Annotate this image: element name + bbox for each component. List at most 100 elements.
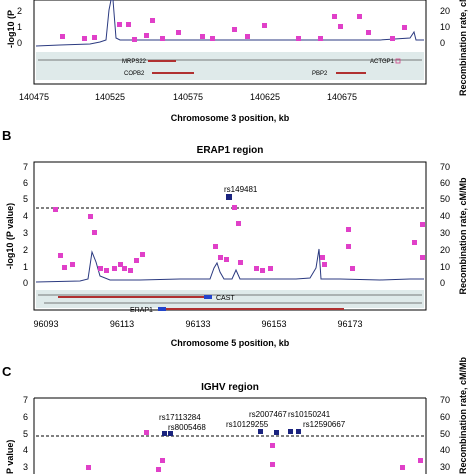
panel-c-right-tick: 40 [440,445,450,455]
snp-marker [58,253,63,258]
panel-b-letter: B [2,128,11,143]
panel-b-ylabel: -log10 (P value) [5,203,15,269]
snp-marker [88,214,93,219]
snp-marker [132,37,137,42]
panel-c-right-tick: 70 [440,395,450,405]
snp-marker [254,266,259,271]
panel-b-left-tick: 5 [23,194,28,204]
panel-c-right-tick: 50 [440,429,450,439]
snp-marker [92,230,97,235]
snp-marker [144,430,149,435]
snp-marker [346,227,351,232]
panel-c-right-tick: 30 [440,462,450,472]
panel-b-right-tick: 10 [440,262,450,272]
panel-c-right-tick: 60 [440,412,450,422]
snp-marker [232,205,237,210]
snp-marker [160,458,165,463]
panel-c: C IGHV region 7 6 5 4 3 P value) 70 60 5… [2,356,468,474]
panel-b-left-tick: 2 [23,245,28,255]
snp-marker [350,266,355,271]
panel-b-recomb-line [35,248,424,283]
panel-b: B ERAP1 region 7 6 5 4 3 2 1 0 -log10 (P… [2,128,468,348]
panel-b-right-tick: 60 [440,178,450,188]
panel-b-right-tick: 70 [440,162,450,172]
snp-marker [420,222,425,227]
snp-marker [245,34,250,39]
panel-c-left-tick: 7 [23,395,28,405]
lead-snp-marker [296,429,301,434]
snp-marker [176,30,181,35]
panel-b-right-tick: 20 [440,245,450,255]
panel-c-snp-label: rs10150241 [288,410,331,419]
gene-label: MRPS22 [122,59,147,65]
panel-a-gene-track [36,52,424,80]
panel-a-right-tick: 10 [440,22,450,32]
snp-marker [418,458,423,463]
lead-snp-marker [288,429,293,434]
panel-a-left-tick: 1 [17,22,22,32]
panel-c-snp-label: rs10129255 [226,420,269,429]
snp-marker [156,467,161,472]
panel-a-left-tick: 2 [17,6,22,16]
panel-b-x-tick: 96133 [185,319,210,329]
snp-marker [53,207,58,212]
panel-b-left-tick: 1 [23,262,28,272]
panel-b-y2label: Recombination rate, cM/Mb [458,177,468,295]
snp-marker [117,22,122,27]
panel-b-right-tick: 50 [440,194,450,204]
panel-b-x-tick: 96153 [261,319,286,329]
panel-a-left-tick: 0 [17,38,22,48]
panel-c-ylabel: P value) [5,440,15,474]
snp-marker [262,23,267,28]
lead-snp-marker [162,431,167,436]
gene-label: COPB2 [124,71,145,77]
panel-b-x-tick: 96173 [337,319,362,329]
snp-marker [118,262,123,267]
panel-c-title: IGHV region [201,382,259,393]
snp-marker [62,265,67,270]
panel-b-left-tick: 6 [23,178,28,188]
panel-c-y2label: Recombination rate, cM/Mb [458,356,468,474]
snp-marker [150,18,155,23]
snp-marker [224,257,229,262]
snp-marker [210,36,215,41]
snp-marker [60,34,65,39]
lead-snp-marker [258,429,263,434]
gene-label: ACTGP1 [370,59,395,65]
panel-b-left-tick: 4 [23,211,28,221]
panel-a-ylabel: -log10 (P [6,10,16,48]
snp-marker [98,266,103,271]
snp-marker [128,268,133,273]
gene-cast-utr [204,295,212,299]
snp-marker [296,36,301,41]
snp-marker [420,255,425,260]
snp-marker [322,262,327,267]
panel-c-snp-label: rs2007467 [249,410,287,419]
gene-actgp1 [395,58,401,64]
lead-snp-marker [274,430,279,435]
gene-erap1-utr [158,307,166,311]
panel-c-lead-snps [162,429,301,436]
snp-marker [213,244,218,249]
snp-marker [366,30,371,35]
snp-marker [70,262,75,267]
panel-c-snps [86,430,423,472]
panel-b-x-tick: 96113 [110,319,134,329]
panel-b-title: ERAP1 region [197,145,264,156]
panel-a-right-tick: 20 [440,6,450,16]
panel-b-gene-track [36,290,424,308]
snp-marker [260,268,265,273]
panel-a-x-tick: 140475 [19,92,49,102]
panel-a-frame [33,0,427,85]
snp-marker [126,22,131,27]
snp-marker [144,33,149,38]
snp-marker [238,260,243,265]
panel-b-x-tick: 96093 [33,319,58,329]
snp-marker [268,266,273,271]
panel-b-right-tick: 40 [440,211,450,221]
panel-c-snp-label: rs17113284 [159,413,201,422]
snp-marker [357,14,362,19]
gene-label: PBP2 [312,71,328,77]
snp-marker [104,268,109,273]
